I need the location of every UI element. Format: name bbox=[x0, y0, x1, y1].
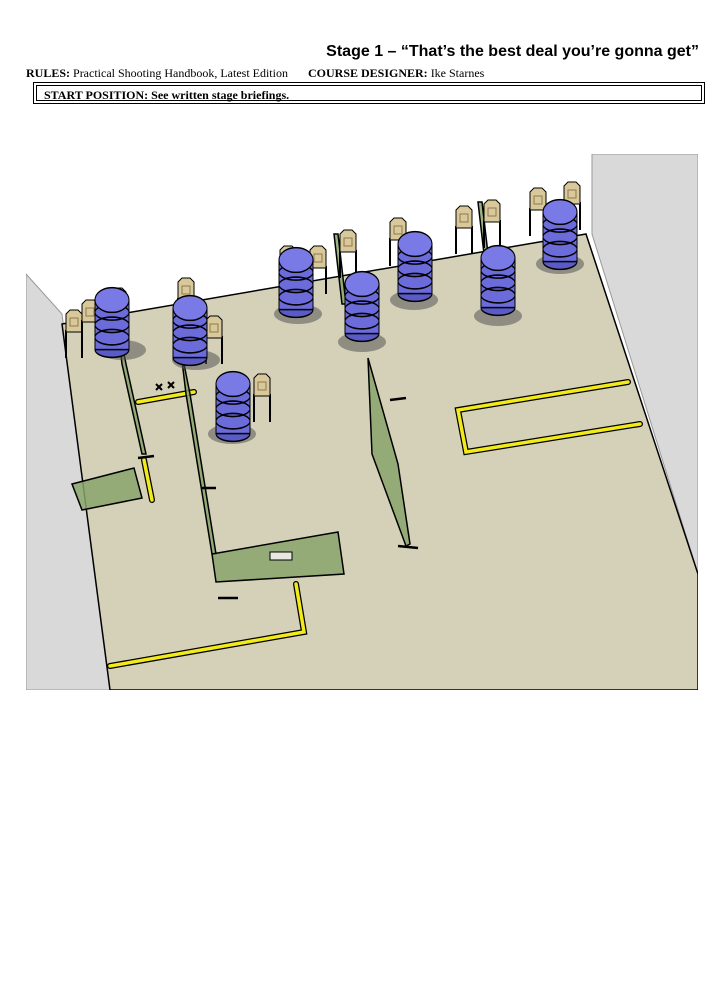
stage-diagram bbox=[26, 154, 698, 690]
rules-line: RULES: Practical Shooting Handbook, Late… bbox=[26, 66, 484, 81]
penalty-markers bbox=[155, 381, 175, 391]
rules-label: RULES: bbox=[26, 66, 71, 80]
designer-label: COURSE DESIGNER: bbox=[307, 66, 428, 80]
start-position-label: START POSITION: bbox=[44, 88, 149, 102]
right-wall bbox=[591, 154, 698, 575]
rules-value: Practical Shooting Handbook, Latest Edit… bbox=[73, 66, 288, 80]
start-position-box: START POSITION: See written stage briefi… bbox=[33, 82, 705, 104]
table bbox=[269, 551, 293, 561]
designer-value: Ike Starnes bbox=[430, 66, 485, 80]
start-position-value: See written stage briefings. bbox=[151, 88, 290, 102]
stage-title: Stage 1 – “That’s the best deal you’re g… bbox=[326, 43, 699, 60]
fault-lines-fill bbox=[108, 380, 642, 668]
left-wall bbox=[26, 273, 111, 690]
start-position-text: START POSITION: See written stage briefi… bbox=[36, 85, 702, 102]
